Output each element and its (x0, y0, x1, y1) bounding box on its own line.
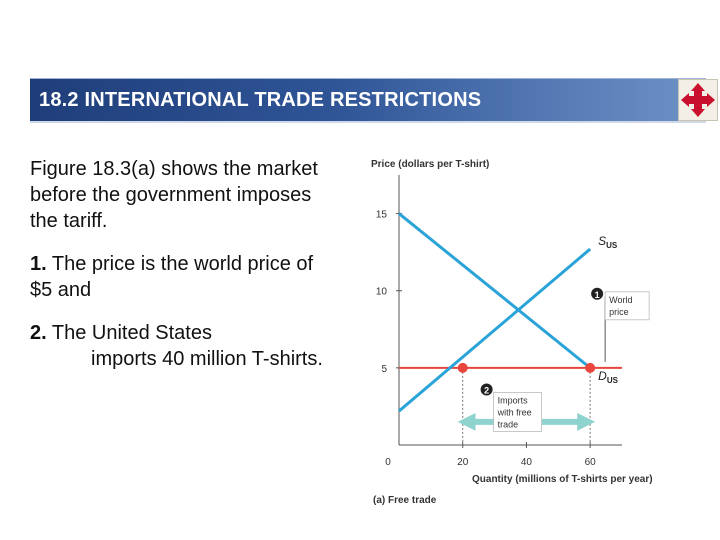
navigation-button[interactable] (678, 79, 718, 121)
supply-label: SUS (598, 234, 618, 250)
callout-2-text: Imports (498, 395, 529, 405)
y-tick-label: 15 (376, 210, 388, 221)
item-1-number: 1. (30, 253, 47, 275)
trade-chart: Price (dollars per T-shirt) Quantity (mi… (371, 159, 653, 506)
x-axis-label: Quantity (millions of T-shirts per year) (472, 474, 653, 485)
body-text: Figure 18.3(a) shows the market before t… (30, 156, 330, 389)
callout-1-text: World (609, 295, 632, 305)
marker-1-number: 1 (595, 290, 600, 300)
demand-line (398, 212, 592, 370)
item-1-text: The price is the world price of $5 and (30, 253, 314, 301)
slide-title: 18.2 INTERNATIONAL TRADE RESTRICTIONS (39, 89, 482, 111)
x-tick-label: 60 (585, 457, 597, 468)
item-2-rest: imports 40 million T-shirts. (91, 348, 323, 370)
item-2-line-1: The United States (46, 322, 212, 344)
marker-1 (591, 287, 604, 300)
y-axis-label: Price (dollars per T-shirt) (371, 159, 489, 170)
origin-label: 0 (385, 457, 391, 468)
callout-2-box (493, 392, 543, 432)
demand-label: DUS (598, 369, 618, 385)
callout-2-text: with free (497, 407, 532, 417)
title-bar: 18.2 INTERNATIONAL TRADE RESTRICTIONS (30, 78, 706, 123)
four-arrows-navigation-icon (681, 83, 715, 117)
equilibrium-point (457, 362, 468, 373)
marker-2 (480, 383, 493, 396)
supply-line (398, 247, 592, 413)
y-tick-label: 5 (381, 364, 387, 375)
item-2-number: 2. (30, 322, 47, 344)
y-tick-label: 10 (376, 287, 388, 298)
chart-caption: (a) Free trade (373, 495, 437, 506)
callout-1-text: price (609, 307, 629, 317)
callout-1-box (604, 291, 650, 321)
equilibrium-point (585, 362, 596, 373)
marker-2-number: 2 (484, 385, 489, 395)
callout-2-text: trade (498, 419, 519, 429)
x-tick-label: 20 (457, 457, 469, 468)
paragraph-item-2: 2. The United States imports 40 million T… (30, 320, 330, 372)
paragraph-item-1: 1. The price is the world price of $5 an… (30, 251, 330, 303)
x-tick-label: 40 (521, 457, 533, 468)
paragraph-intro: Figure 18.3(a) shows the market before t… (30, 158, 318, 232)
